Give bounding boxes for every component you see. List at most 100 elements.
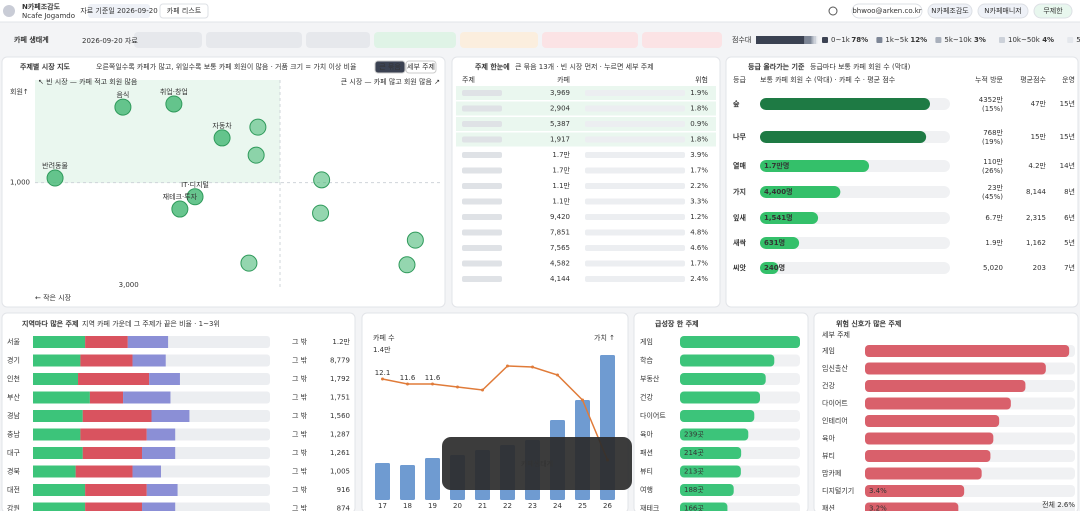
share-segment bbox=[33, 484, 86, 496]
bar bbox=[865, 362, 1046, 375]
blurred-name bbox=[462, 198, 502, 205]
share-segment bbox=[132, 354, 166, 367]
bubble[interactable] bbox=[213, 129, 231, 147]
line-point bbox=[406, 382, 409, 386]
region-total: 916 bbox=[337, 486, 351, 494]
score: 4.2만 bbox=[1028, 161, 1046, 170]
bar bbox=[680, 447, 742, 459]
logo: N카페조감도 bbox=[22, 2, 61, 11]
grade-bar bbox=[760, 98, 930, 110]
bubble[interactable] bbox=[240, 254, 258, 272]
blurred-cell bbox=[585, 136, 685, 143]
line-point bbox=[481, 388, 484, 392]
blurred-name bbox=[462, 136, 502, 143]
blurred-cell bbox=[585, 198, 685, 205]
x-tick-label: 23 bbox=[528, 502, 537, 510]
theme-icon[interactable] bbox=[828, 6, 838, 16]
line-point bbox=[556, 373, 559, 377]
topic-name: 인테리어 bbox=[822, 416, 848, 425]
bar bbox=[680, 336, 800, 348]
topic-name: 게임 bbox=[640, 337, 653, 346]
bar-label: 188곳 bbox=[684, 486, 704, 494]
grade-name: 새싹 bbox=[733, 238, 746, 247]
x-axis-label: ← 작은 시장 bbox=[35, 293, 72, 302]
button bbox=[851, 3, 923, 19]
x-tick-label: 17 bbox=[378, 502, 387, 510]
y-axis-label: 카페 수 bbox=[373, 333, 395, 342]
topic-name: 육아 bbox=[640, 430, 653, 439]
topic-name: 임신출산 bbox=[822, 364, 848, 373]
risk-rate: 1.7% bbox=[690, 167, 708, 175]
share-segment bbox=[82, 447, 143, 459]
share-segment bbox=[33, 447, 83, 459]
cafe-count: 1.7만 bbox=[552, 166, 570, 175]
other-label: 그 밖 bbox=[292, 337, 308, 346]
visit-share: (26%) bbox=[982, 167, 1003, 175]
years: 5년 bbox=[1064, 238, 1075, 247]
bubble[interactable] bbox=[313, 171, 331, 189]
blurred-cell bbox=[585, 90, 685, 96]
share-segment bbox=[80, 428, 147, 441]
region-name: 인천 bbox=[7, 374, 20, 383]
bubble[interactable] bbox=[398, 256, 416, 274]
years: 15년 bbox=[1060, 132, 1075, 141]
bubble[interactable] bbox=[114, 98, 132, 116]
bubble[interactable] bbox=[165, 95, 183, 113]
share-segment bbox=[85, 484, 147, 496]
cafe-count: 4,144 bbox=[550, 275, 571, 283]
visits: 768만 bbox=[983, 128, 1003, 137]
button[interactable] bbox=[159, 3, 209, 19]
blurred-cell bbox=[585, 245, 685, 251]
bubble[interactable] bbox=[406, 231, 424, 249]
x-tick-label: 21 bbox=[478, 502, 487, 510]
visits: 6.7만 bbox=[985, 213, 1003, 222]
nav-button[interactable] bbox=[977, 3, 1029, 19]
blurred-cell bbox=[585, 152, 685, 158]
share-segment bbox=[80, 354, 133, 367]
bubble[interactable] bbox=[247, 146, 265, 164]
legend-swatch bbox=[822, 37, 828, 43]
share-segment bbox=[146, 484, 178, 496]
risk-rate: 2.4% bbox=[690, 275, 708, 283]
share-segment bbox=[85, 336, 128, 348]
nav-button[interactable] bbox=[927, 3, 973, 19]
region-name: 대전 bbox=[7, 485, 20, 494]
panel-title: 지역마다 많은 주제 bbox=[22, 319, 78, 328]
share-segment bbox=[33, 336, 86, 348]
other-label: 그 밖 bbox=[292, 467, 308, 476]
grade-bar bbox=[760, 212, 819, 224]
toggle[interactable] bbox=[405, 60, 437, 74]
visits: 1.9만 bbox=[985, 238, 1003, 247]
bar-track bbox=[760, 237, 950, 249]
bar-label: 166곳 bbox=[684, 505, 704, 511]
blurred-cell bbox=[585, 105, 685, 112]
bubble[interactable] bbox=[312, 204, 330, 222]
bubble[interactable] bbox=[249, 118, 267, 136]
blurred-cell bbox=[585, 229, 685, 236]
column-header: 운영 bbox=[1062, 75, 1075, 84]
topic-name: 패션 bbox=[822, 504, 835, 511]
panel-subtitle: 큰 묶음 13개 · 빈 시장 먼저 · 누르면 세부 주제 bbox=[515, 62, 654, 71]
y-axis-label: 회원↑ bbox=[10, 87, 29, 96]
cafe-count: 2,904 bbox=[550, 105, 571, 113]
bar bbox=[400, 464, 415, 500]
share-segment bbox=[33, 354, 81, 367]
share-segment bbox=[82, 410, 152, 422]
grade-name: 숲 bbox=[733, 99, 740, 108]
share-segment bbox=[127, 336, 169, 348]
line-label: 12.1 bbox=[375, 369, 391, 377]
nav-button[interactable] bbox=[1033, 3, 1073, 19]
bubble[interactable] bbox=[186, 188, 204, 206]
email: bhwoo@arken.co.kr bbox=[852, 7, 921, 15]
line-point bbox=[456, 385, 459, 389]
visit-share: (15%) bbox=[982, 105, 1003, 113]
bubble[interactable] bbox=[171, 200, 189, 218]
region-name: 충남 bbox=[7, 430, 20, 439]
bubble[interactable] bbox=[46, 169, 64, 187]
y2-axis-label: 가치 ↑ bbox=[594, 333, 615, 342]
bar-label: 631명 bbox=[764, 238, 785, 247]
nav-label: 무제한 bbox=[1043, 7, 1063, 15]
toggle[interactable] bbox=[374, 60, 406, 74]
grade-name: 열매 bbox=[733, 161, 746, 170]
bar bbox=[375, 463, 390, 500]
